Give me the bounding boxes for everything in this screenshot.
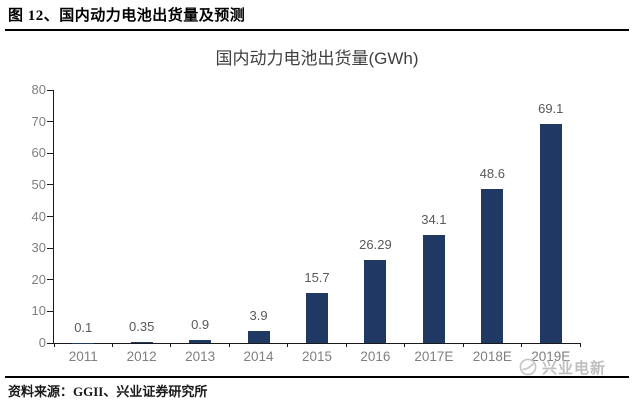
x-axis-tick — [111, 343, 113, 347]
y-axis-tick — [47, 89, 53, 91]
x-axis-tick — [462, 343, 464, 347]
y-axis-tick — [47, 216, 53, 217]
bar-value-label: 3.9 — [249, 307, 268, 323]
x-axis-category-label: 2016 — [360, 349, 391, 364]
y-axis-tick — [47, 152, 53, 154]
y-axis-tick — [47, 247, 53, 249]
x-axis-line — [53, 343, 580, 344]
x-axis-tick — [579, 343, 581, 347]
y-axis-tick-label: 20 — [31, 271, 46, 287]
y-axis-tick — [47, 121, 53, 123]
bar-value-label: 0.9 — [191, 317, 210, 333]
bar-value-label: 15.7 — [304, 270, 330, 286]
y-axis-tick-label: 70 — [31, 113, 46, 129]
x-axis-tick — [404, 343, 406, 347]
bar-2015 — [306, 293, 328, 343]
bar-value-label: 0.35 — [129, 318, 155, 334]
y-axis-tick-label: 80 — [31, 82, 46, 97]
x-axis-category-label: 2012 — [126, 349, 157, 364]
bar-2017E — [422, 235, 445, 343]
x-axis-tick — [228, 343, 230, 347]
bar-2016 — [364, 259, 387, 343]
bar-2012 — [130, 341, 153, 343]
bar-chart-plot-area: 0 10 20 30 40 50 60 70 80 0.1 2011 0.35 2012 0.9 2013 3… — [32, 82, 581, 364]
y-axis-tick — [47, 279, 53, 281]
y-axis-tick-label: 30 — [31, 240, 46, 256]
x-axis-category-label: 2017E — [414, 349, 454, 364]
x-axis-tick — [53, 343, 55, 347]
y-axis-tick — [47, 310, 53, 312]
y-axis-tick-label: 60 — [31, 145, 46, 161]
y-axis-line — [53, 90, 54, 344]
bar-2014 — [247, 330, 270, 343]
y-axis-tick — [47, 342, 53, 344]
bar-2018E — [481, 189, 504, 343]
bar-value-label: 48.6 — [479, 166, 505, 182]
y-axis-tick — [47, 184, 53, 186]
x-axis-category-label: 2019E — [531, 349, 571, 364]
bar-value-label: 34.1 — [421, 212, 447, 228]
bar-2013 — [189, 340, 212, 343]
y-axis-tick-label: 10 — [31, 303, 46, 319]
x-axis-tick — [345, 343, 347, 347]
y-axis-tick-label: 50 — [31, 176, 46, 192]
y-axis-tick-label: 0 — [38, 335, 46, 350]
x-axis-category-label: 2018E — [472, 349, 512, 364]
x-axis-category-label: 2013 — [185, 349, 216, 364]
x-axis-tick — [287, 343, 289, 347]
bar-2019E — [539, 124, 562, 343]
bar-value-label: 69.1 — [538, 101, 564, 117]
xingye-logo-icon — [519, 358, 537, 376]
footer-divider — [5, 376, 629, 378]
bar-value-label: 0.1 — [74, 319, 93, 335]
x-axis-tick — [521, 343, 523, 347]
x-axis-category-label: 2014 — [243, 349, 274, 364]
figure-caption: 图 12、国内动力电池出货量及预测 — [8, 8, 246, 24]
y-axis-tick-label: 40 — [31, 208, 46, 224]
x-axis-tick — [170, 343, 172, 347]
watermark: 兴业电新 — [519, 357, 606, 377]
source-note: 资料来源：GGII、兴业证券研究所 — [8, 384, 208, 399]
watermark-label: 兴业电新 — [542, 359, 607, 377]
bar-value-label: 26.29 — [359, 236, 392, 252]
header-divider — [5, 29, 629, 31]
x-axis-category-label: 2011 — [68, 349, 98, 364]
x-axis-category-label: 2015 — [301, 349, 333, 364]
chart-title: 国内动力电池出货量(GWh) — [215, 49, 419, 68]
